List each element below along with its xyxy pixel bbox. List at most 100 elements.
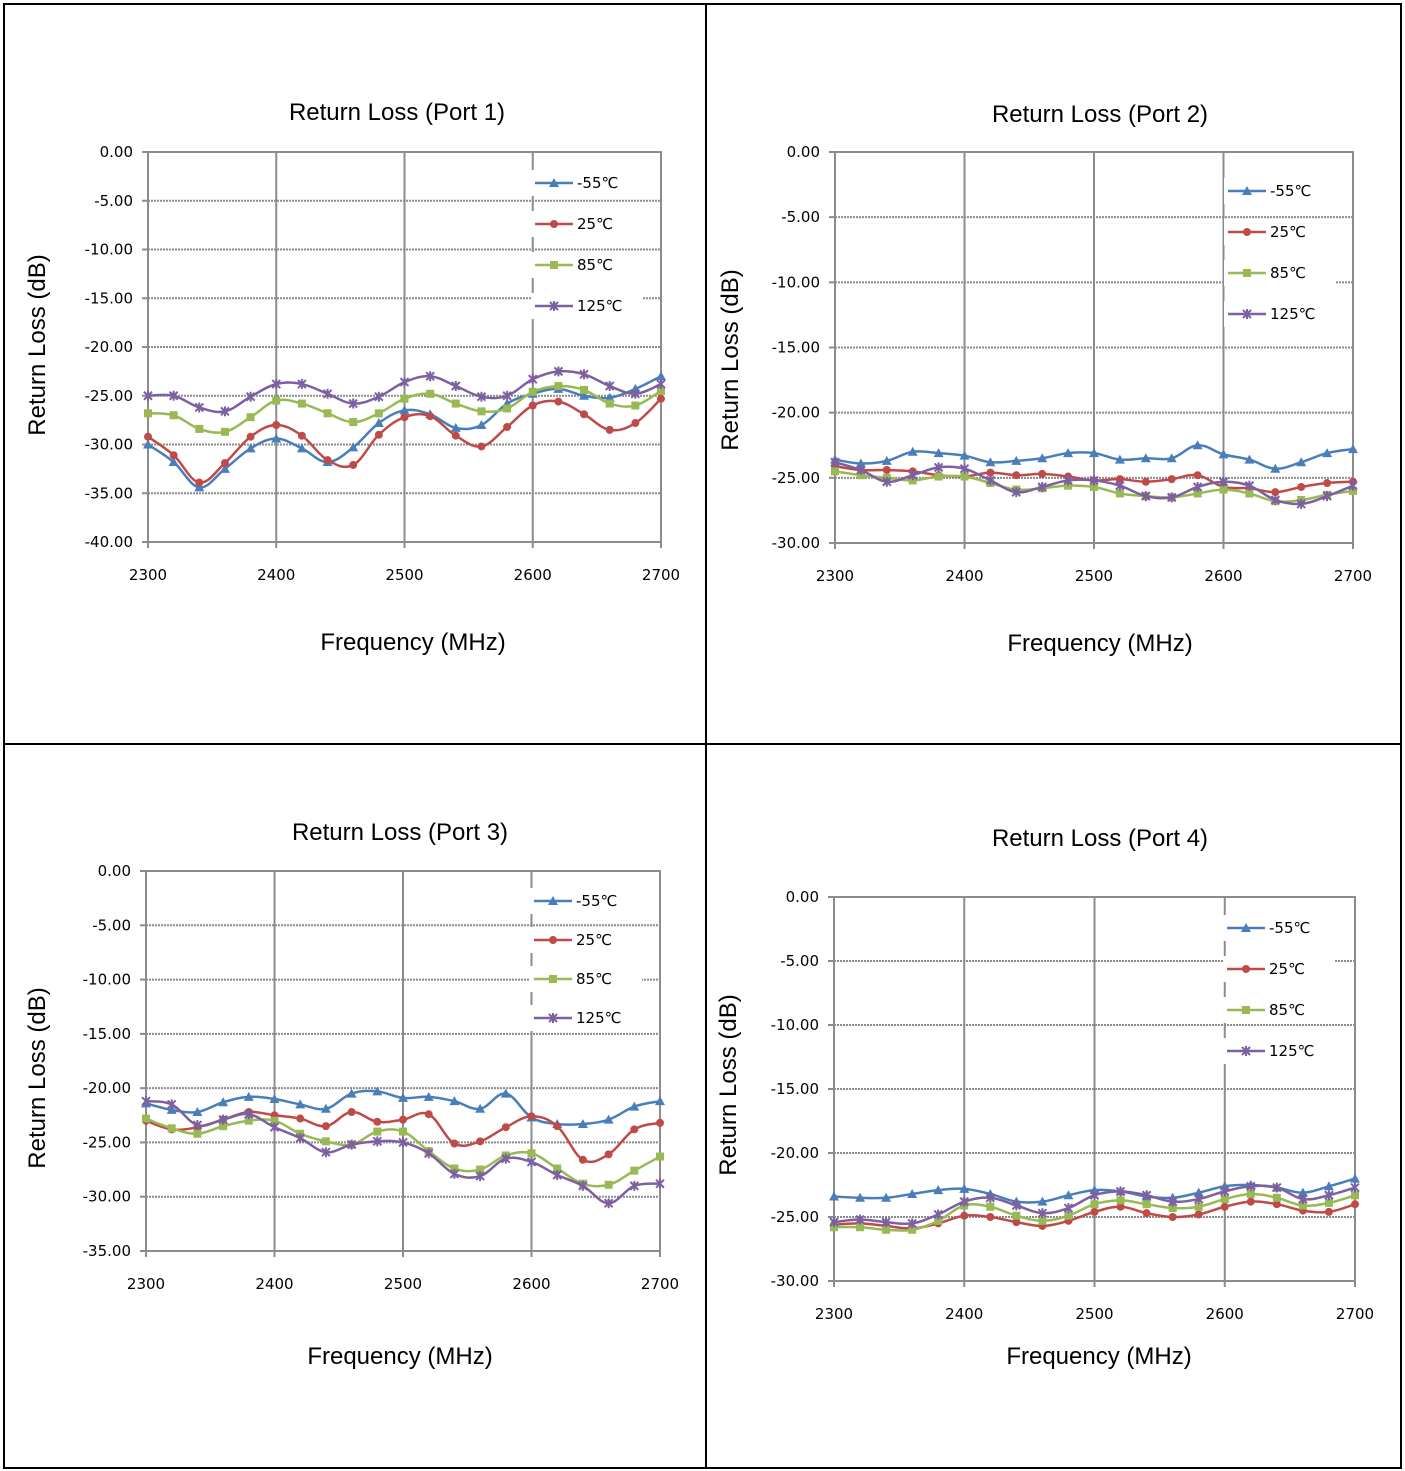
data-point xyxy=(578,1180,588,1191)
x-tick-label: 2500 xyxy=(384,1275,422,1293)
y-tick-label: -15.00 xyxy=(771,1080,819,1098)
data-point xyxy=(399,405,410,415)
data-point xyxy=(1037,1208,1048,1219)
data-point xyxy=(144,409,152,418)
data-point xyxy=(168,390,179,401)
legend-entry: 85℃ xyxy=(1223,997,1335,1023)
data-point xyxy=(1245,489,1254,498)
data-point xyxy=(526,1156,537,1167)
data-point xyxy=(398,1092,408,1102)
data-point xyxy=(244,1116,253,1125)
legend-marker xyxy=(549,178,559,187)
data-point xyxy=(1220,1195,1229,1204)
data-point xyxy=(528,387,537,396)
x-tick-label: 2300 xyxy=(815,1305,853,1323)
data-point xyxy=(1012,1211,1021,1220)
data-point xyxy=(399,1115,407,1124)
y-axis-title: Return Loss (dB) xyxy=(24,254,51,435)
data-point xyxy=(1037,481,1047,492)
data-point xyxy=(195,478,204,487)
data-point xyxy=(424,1110,433,1119)
legend-entry: 85℃ xyxy=(531,252,643,278)
data-point xyxy=(881,455,892,465)
data-point xyxy=(1115,480,1125,491)
data-point xyxy=(476,1165,485,1174)
data-point xyxy=(603,1114,614,1124)
data-point xyxy=(218,1114,228,1125)
data-point xyxy=(1090,482,1098,491)
data-point xyxy=(986,1202,995,1211)
data-point xyxy=(656,1152,664,1161)
data-point xyxy=(881,1217,891,1228)
chart-port-2: Return Loss (Port 2) Return Loss (dB) Fr… xyxy=(717,101,1372,657)
data-point xyxy=(604,1180,613,1189)
data-point xyxy=(1246,1197,1255,1206)
series-group xyxy=(830,457,1358,509)
data-point xyxy=(604,381,615,391)
legend-entry: 125℃ xyxy=(1223,1038,1335,1064)
data-point xyxy=(907,1218,917,1229)
data-point xyxy=(986,468,995,477)
data-point xyxy=(321,1147,331,1158)
y-axis-title: Return Loss (dB) xyxy=(24,987,51,1168)
data-point xyxy=(1168,1213,1177,1221)
data-point xyxy=(1298,1201,1307,1210)
data-point xyxy=(1272,1193,1281,1202)
legend-entry: -55℃ xyxy=(531,170,643,196)
y-tick-label: 0.00 xyxy=(787,143,820,161)
data-point xyxy=(934,1216,943,1225)
data-point xyxy=(960,472,969,481)
data-point xyxy=(527,1149,536,1158)
data-point xyxy=(246,413,255,422)
data-point xyxy=(220,427,229,436)
x-tick-label: 2500 xyxy=(385,566,423,584)
data-point xyxy=(166,1099,177,1110)
data-point xyxy=(1350,1182,1360,1193)
data-point xyxy=(348,398,358,409)
data-point xyxy=(1063,448,1074,458)
legend-label: -55℃ xyxy=(1270,182,1311,200)
y-tick-label: -5.00 xyxy=(781,208,820,226)
data-point xyxy=(271,379,281,390)
legend-marker xyxy=(1243,228,1251,236)
data-point xyxy=(1115,475,1124,484)
data-point xyxy=(959,1196,969,1207)
data-point xyxy=(655,1178,665,1189)
data-point xyxy=(604,392,615,402)
data-point xyxy=(1218,476,1229,487)
data-point xyxy=(246,432,255,441)
x-axis-title: Frequency (MHz) xyxy=(320,629,505,656)
y-tick-label: -5.00 xyxy=(94,192,133,210)
legend-marker xyxy=(1242,965,1250,973)
legend-entry: 125℃ xyxy=(1224,301,1336,327)
y-tick-label: -15.00 xyxy=(85,289,133,307)
data-point xyxy=(1351,1200,1359,1209)
data-point xyxy=(322,388,333,399)
data-point xyxy=(855,1192,866,1202)
data-point xyxy=(933,1209,943,1220)
y-tick-label: -5.00 xyxy=(780,952,819,970)
data-point xyxy=(1168,1204,1177,1213)
y-tick-label: -25.00 xyxy=(83,1133,131,1151)
data-point xyxy=(169,411,178,420)
legend-entry: 125℃ xyxy=(531,293,643,319)
plot-area-frame xyxy=(834,151,1354,544)
legend-entry: 85℃ xyxy=(1224,260,1336,286)
data-point xyxy=(193,1129,202,1138)
y-tick-label: -10.00 xyxy=(771,1016,819,1034)
data-point xyxy=(372,1086,383,1096)
x-tick-label: 2300 xyxy=(816,567,854,585)
y-tick-label: -20.00 xyxy=(83,1079,131,1097)
series-group xyxy=(144,382,665,436)
data-point xyxy=(553,1164,562,1173)
data-point xyxy=(297,431,306,440)
data-point xyxy=(476,420,487,429)
data-point xyxy=(580,385,589,394)
data-point xyxy=(528,401,537,410)
data-point xyxy=(1194,1202,1203,1211)
data-point xyxy=(450,1164,459,1173)
data-point xyxy=(1323,479,1332,488)
legend-label: 25℃ xyxy=(577,215,613,233)
data-point xyxy=(500,1088,511,1098)
legend-marker xyxy=(1242,186,1252,195)
